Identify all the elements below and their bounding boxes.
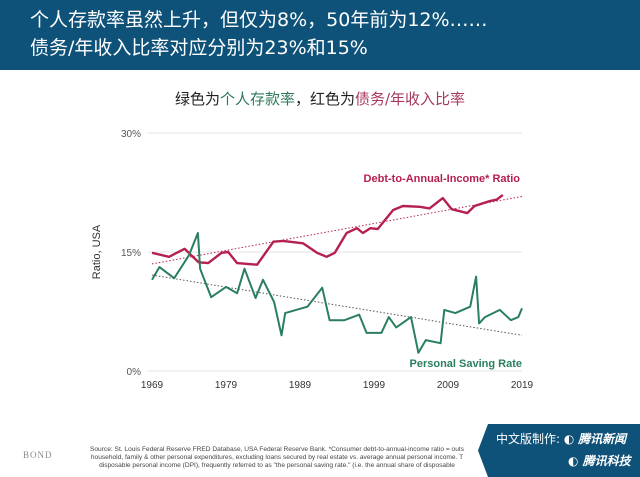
source-note: Source: St. Louis Federal Reserve FRED D… (62, 446, 492, 470)
title-line-1: 个人存款率虽然上升，但仅为8%，50年前为12%…… (30, 9, 488, 31)
line-chart: 0% 15% 30% 1969 1979 1989 1999 2009 2019 Ratio, U… (91, 129, 534, 391)
source-line: disposable personal income (DPI), freque… (99, 462, 455, 469)
bond-logo: BOND (23, 450, 53, 460)
subtitle-red: 债务/年收入比率 (354, 90, 466, 108)
x-tick-label: 2019 (511, 380, 534, 391)
badge-prefix: 中文版制作: (496, 432, 561, 446)
y-axis-label: Ratio, USA (91, 224, 103, 279)
y-tick-label: 0% (127, 367, 142, 378)
x-tick-label: 2009 (437, 380, 460, 391)
x-tick-label: 1999 (363, 380, 386, 391)
saving-rate-line (151, 232, 523, 354)
y-tick-label: 30% (121, 129, 141, 140)
x-tick-label: 1979 (215, 380, 238, 391)
trend-line (151, 274, 523, 336)
tencent-badge: 中文版制作: ◐ 腾讯新闻 ◐ 腾讯科技 (478, 424, 640, 477)
legend-debt-ratio: Debt-to-Annual-Income* Ratio (364, 173, 521, 185)
x-tick-label: 1989 (289, 380, 312, 391)
source-line: household, family & other personal expen… (90, 454, 464, 461)
subtitle-part: ，红色为 (294, 90, 355, 108)
title-banner: 个人存款率虽然上升，但仅为8%，50年前为12%…… 债务/年收入比率对应分别为… (0, 0, 640, 70)
debt-ratio-line (151, 193, 504, 266)
trend-line (151, 195, 523, 265)
subtitle-part: 绿色为 (174, 90, 220, 108)
title-line-2: 债务/年收入比率对应分别为23%和15% (30, 37, 368, 59)
y-tick-label: 15% (121, 248, 141, 259)
badge-name-1: 腾讯新闻 (578, 432, 627, 446)
subtitle-green: 个人存款率 (219, 90, 295, 108)
badge-name-2: 腾讯科技 (582, 454, 631, 468)
source-line: Source: St. Louis Federal Reserve FRED D… (89, 446, 464, 453)
x-tick-label: 1969 (141, 380, 164, 391)
chart-subtitle: 绿色为个人存款率，红色为债务/年收入比率 (0, 88, 640, 109)
legend-saving-rate: Personal Saving Rate (410, 358, 523, 370)
